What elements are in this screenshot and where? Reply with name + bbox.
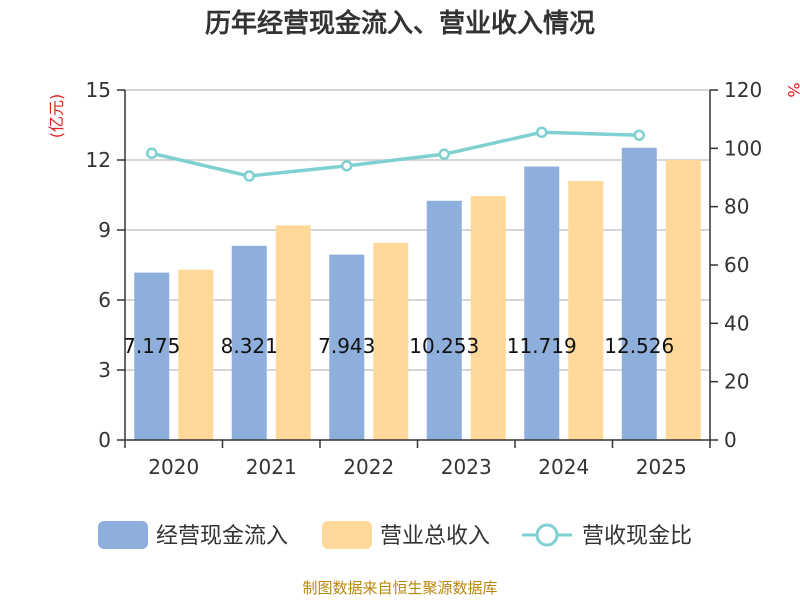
ratio-point-2024 xyxy=(536,126,548,139)
data-label-cash-inflow-2023: 10.253 xyxy=(409,334,479,358)
bar-cash-inflow-2025 xyxy=(621,147,657,440)
x-tick-label-2021: 2021 xyxy=(246,455,297,479)
left-tick-label-0: 0 xyxy=(98,428,111,452)
ratio-point-2025 xyxy=(633,129,645,141)
right-tick-label-0: 0 xyxy=(724,428,737,452)
data-label-cash-inflow-2021: 8.321 xyxy=(221,334,278,358)
left-tick-label-3: 9 xyxy=(98,218,111,242)
bar-revenue-2025 xyxy=(665,160,701,440)
x-tick-label-2022: 2022 xyxy=(343,455,394,479)
legend-swatch-cash-inflow xyxy=(98,521,148,549)
right-tick-label-4: 80 xyxy=(724,195,749,219)
right-tick-label-1: 20 xyxy=(724,370,749,394)
left-tick-label-5: 15 xyxy=(86,78,111,102)
right-axis-unit: % xyxy=(784,82,800,97)
data-label-cash-inflow-2025: 12.526 xyxy=(604,334,674,358)
legend-marker-ratio xyxy=(535,523,559,547)
ratio-point-2023 xyxy=(438,148,450,160)
ratio-point-2021 xyxy=(243,170,255,182)
grid xyxy=(125,89,710,371)
data-label-cash-inflow-2020: 7.175 xyxy=(123,334,180,358)
ratio-point-2020 xyxy=(146,147,158,160)
bar-revenue-2022 xyxy=(373,242,409,440)
legend-label-ratio: 营收现金比 xyxy=(582,524,692,549)
bar-cash-inflow-2023 xyxy=(426,200,462,440)
ratio-line-path xyxy=(151,130,640,178)
legend-swatch-revenue xyxy=(322,521,372,549)
x-tick-label-2024: 2024 xyxy=(538,455,589,479)
x-tick-label-2025: 2025 xyxy=(636,455,687,479)
right-tick-label-3: 60 xyxy=(724,253,749,277)
bar-cash-inflow-2022 xyxy=(329,254,365,440)
bar-revenue-2024 xyxy=(568,181,604,440)
left-tick-label-1: 3 xyxy=(98,358,111,382)
x-tick-label-2020: 2020 xyxy=(148,455,199,479)
bar-cash-inflow-2021 xyxy=(231,245,267,440)
bar-revenue-2021 xyxy=(275,225,311,440)
bar-cash-inflow-2024 xyxy=(524,166,560,440)
bar-cash-inflow-2020 xyxy=(134,272,170,440)
ratio-point-2022 xyxy=(341,160,353,172)
x-tick-label-2023: 2023 xyxy=(441,455,492,479)
data-label-cash-inflow-2022: 7.943 xyxy=(318,334,375,358)
source-note: 制图数据来自恒生聚源数据库 xyxy=(302,579,497,597)
left-axis-unit: (亿元) xyxy=(47,94,66,139)
right-tick-label-6: 120 xyxy=(724,78,762,102)
right-tick-label-2: 40 xyxy=(724,311,749,335)
bar-revenue-2023 xyxy=(470,196,506,440)
left-tick-label-4: 12 xyxy=(86,148,111,172)
chart-title: 历年经营现金流入、营业收入情况 xyxy=(205,8,595,39)
ratio-line xyxy=(146,126,645,182)
left-tick-label-2: 6 xyxy=(98,288,111,312)
legend: 经营现金流入 营业总收入 营收现金比 xyxy=(98,521,692,549)
data-label-cash-inflow-2024: 11.719 xyxy=(507,334,577,358)
axes: 0 3 6 9 12 15 0 20 40 60 80 100 120 2020 2021 2022 2023 2… xyxy=(86,78,763,479)
legend-label-revenue: 营业总收入 xyxy=(380,524,490,549)
bars xyxy=(134,147,701,440)
right-tick-label-5: 100 xyxy=(724,136,762,160)
bar-revenue-2020 xyxy=(178,269,214,440)
legend-label-cash-inflow: 经营现金流入 xyxy=(156,524,288,549)
bar-labels: 7.175 8.321 7.943 10.253 11.719 12.526 xyxy=(123,334,674,358)
